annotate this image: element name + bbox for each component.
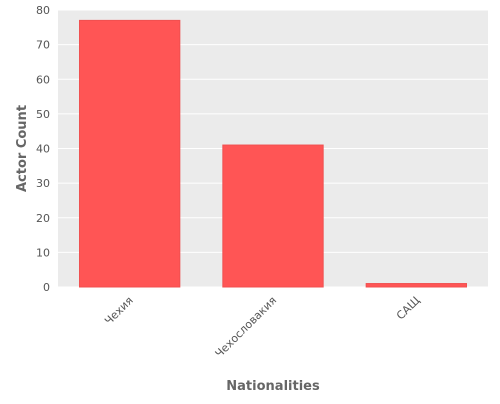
y-tick-label: 60: [36, 73, 50, 86]
bar: [79, 19, 181, 288]
bars: [79, 19, 467, 288]
y-axis-label: Actor Count: [15, 105, 30, 192]
y-tick-label: 80: [36, 4, 50, 17]
y-tick-label: 30: [36, 177, 50, 190]
y-tick-label: 40: [36, 143, 50, 156]
x-tick-label: САЩ: [394, 294, 422, 322]
y-tick-label: 50: [36, 108, 50, 121]
y-tick-label: 20: [36, 212, 50, 225]
bar: [365, 283, 467, 288]
y-tick-label: 10: [36, 246, 50, 259]
x-axis-label: Nationalities: [226, 379, 320, 394]
y-tick-label: 0: [43, 281, 50, 294]
bar: [222, 144, 324, 288]
x-tick-label: Чехия: [102, 294, 136, 328]
y-tick-label: 70: [36, 39, 50, 52]
x-tick-labels: Чехия Чехословакия САЩ: [102, 294, 422, 360]
y-tick-labels: 0 10 20 30 40 50 60 70 80: [36, 4, 50, 294]
x-tick-label: Чехословакия: [213, 294, 279, 360]
